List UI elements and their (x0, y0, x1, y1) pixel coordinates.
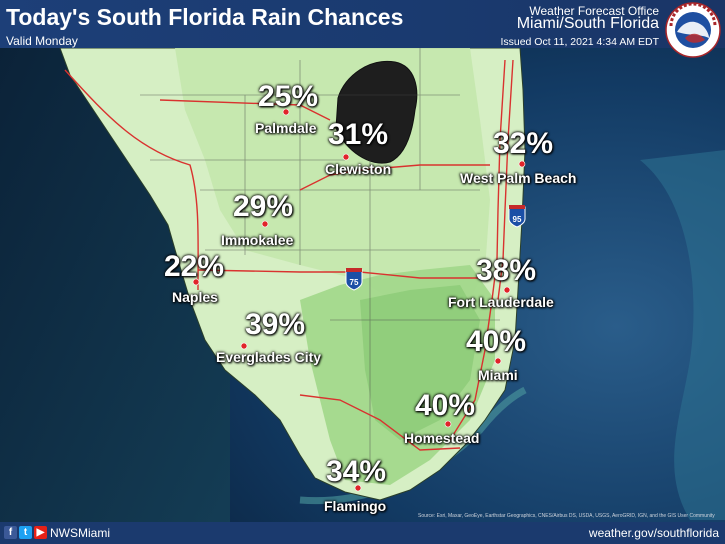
noaa-nws-logo-icon (665, 2, 721, 58)
dot-everglades-city (240, 342, 248, 350)
city-label-homestead: Homestead (404, 430, 480, 446)
rain-chance-homestead: 40% (415, 389, 476, 422)
office-name: Weather Forecast Office (529, 4, 659, 18)
city-label-miami: Miami (478, 367, 518, 383)
social-handle[interactable]: NWSMiami (50, 526, 110, 540)
svg-text:95: 95 (513, 215, 522, 224)
website-link[interactable]: weather.gov/southflorida (588, 526, 719, 540)
dot-west-palm-beach (518, 160, 526, 168)
rain-chance-miami: 40% (466, 325, 527, 358)
dot-fort-lauderdale (503, 286, 511, 294)
rain-chance-clewiston: 31% (328, 118, 389, 151)
page-title: Today's South Florida Rain Chances (6, 4, 404, 30)
rain-chance-fort-lauderdale: 38% (476, 254, 537, 287)
rain-chance-immokalee: 29% (233, 190, 294, 223)
facebook-icon[interactable]: f (4, 526, 17, 539)
dot-naples (192, 278, 200, 286)
social-icons: f t ▶ (4, 526, 47, 539)
city-label-everglades-city: Everglades City (216, 349, 322, 365)
county-lines (140, 48, 500, 465)
city-label-palmdale: Palmdale (255, 120, 317, 136)
dot-palmdale (282, 108, 290, 116)
youtube-icon[interactable]: ▶ (34, 526, 47, 539)
map-credits: Source: Esri, Maxar, GeoEye, Earthstar G… (418, 513, 715, 519)
city-label-west-palm-beach: West Palm Beach (460, 170, 577, 186)
rain-zone-darker (360, 285, 480, 440)
rain-chance-west-palm-beach: 32% (493, 127, 554, 160)
dot-immokalee (261, 220, 269, 228)
city-dots (192, 108, 526, 492)
rain-chance-flamingo: 34% (326, 455, 387, 488)
issued-time: Issued Oct 11, 2021 4:34 AM EDT (500, 36, 659, 48)
city-label-naples: Naples (172, 289, 218, 305)
office-location: Miami/South Florida (516, 15, 659, 32)
highways (64, 59, 514, 451)
lake-okeechobee (335, 60, 418, 164)
interstate-75-shield: 75 (345, 268, 363, 291)
dot-clewiston (342, 153, 350, 161)
dot-homestead (444, 420, 452, 428)
rain-chance-naples: 22% (164, 250, 225, 283)
rain-chance-palmdale: 25% (258, 80, 319, 113)
city-label-flamingo: Flamingo (324, 498, 387, 514)
interstate-95-shield: 95 (508, 205, 526, 228)
svg-text:75: 75 (350, 278, 359, 287)
rain-chance-everglades-city: 39% (245, 308, 306, 341)
city-label-clewiston: Clewiston (325, 161, 392, 177)
city-label-fort-lauderdale: Fort Lauderdale (448, 294, 554, 310)
valid-day: Valid Monday (6, 34, 78, 48)
bahamas-shallows (640, 150, 725, 520)
dot-flamingo (354, 484, 362, 492)
dot-miami (494, 357, 502, 365)
city-label-immokalee: Immokalee (221, 232, 294, 248)
header-bar: Today's South Florida Rain Chances Valid… (0, 0, 725, 48)
twitter-icon[interactable]: t (19, 526, 32, 539)
footer-bar: f t ▶ NWSMiami weather.gov/southflorida (0, 522, 725, 544)
